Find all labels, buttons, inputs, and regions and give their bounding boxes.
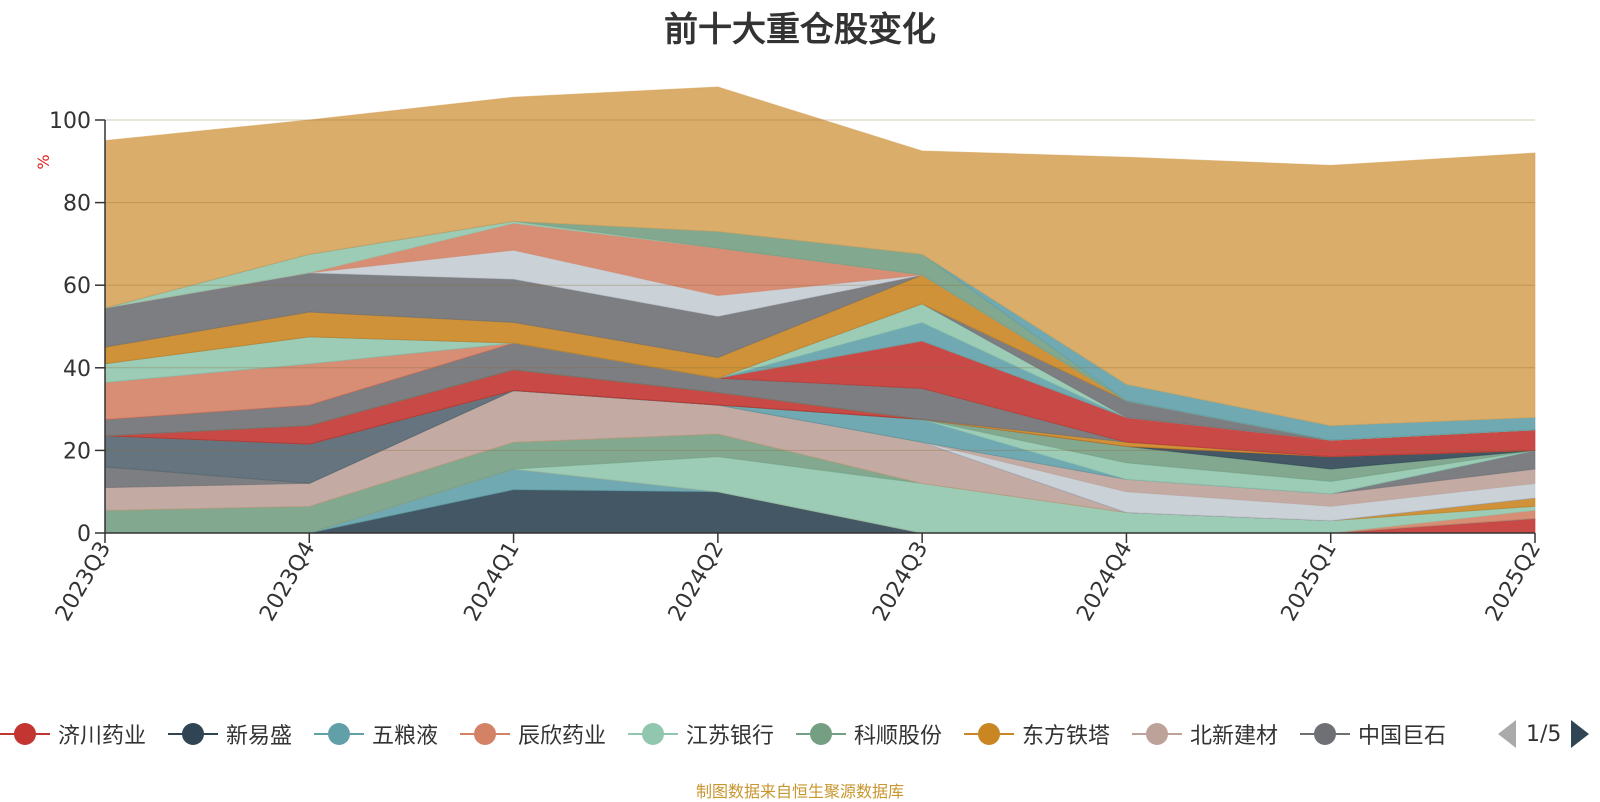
chart-title: 前十大重仓股变化 [664, 10, 936, 50]
legend-item-6[interactable]: 东方铁塔 [964, 714, 1110, 754]
legend-marker-icon [314, 723, 364, 745]
legend-marker-icon [168, 723, 218, 745]
legend-label: 科顺股份 [854, 724, 943, 749]
y-tick-label-2: 40 [63, 357, 91, 382]
y-tick-label-0: 0 [77, 522, 91, 547]
legend-item-0[interactable]: 济川药业 [0, 714, 146, 754]
x-tick-label-0: 2023Q3 [51, 538, 116, 626]
legend-label: 五粮液 [372, 724, 439, 749]
x-tick-label-6: 2025Q1 [1277, 538, 1342, 626]
legend-label: 辰欣药业 [518, 724, 607, 749]
legend-item-4[interactable]: 江苏银行 [628, 714, 774, 754]
legend-item-5[interactable]: 科顺股份 [796, 714, 942, 754]
x-tick-label-3: 2024Q2 [664, 538, 729, 626]
legend-label: 中国巨石 [1358, 724, 1447, 749]
stacked-area-chart: 0 20 40 60 80 100% 2023Q3 2023Q4 2024Q1 2024Q2 202… [34, 86, 1546, 626]
legend-item-8[interactable]: 中国巨石 [1300, 714, 1446, 754]
legend-next-arrow-icon[interactable] [1571, 720, 1590, 748]
legend-marker-icon [0, 723, 50, 745]
y-tick-label-3: 60 [63, 274, 91, 299]
legend-label: 北新建材 [1190, 724, 1279, 749]
legend-prev-arrow-icon[interactable] [1498, 720, 1516, 748]
legend-marker-icon [964, 723, 1014, 745]
y-tick-label-4: 80 [63, 192, 91, 217]
x-tick-label-1: 2023Q4 [255, 538, 320, 626]
legend-label: 济川药业 [58, 724, 147, 749]
legend-item-3[interactable]: 辰欣药业 [460, 714, 606, 754]
x-tick-label-4: 2024Q3 [868, 538, 933, 626]
legend-label: 东方铁塔 [1022, 724, 1111, 749]
legend-marker-icon [628, 723, 678, 745]
y-tick-label-1: 20 [63, 439, 91, 464]
area-series-32 [104, 86, 1536, 427]
legend-label: 江苏银行 [686, 724, 775, 749]
legend-marker-icon [460, 723, 510, 745]
x-tick-label-2: 2024Q1 [459, 538, 524, 626]
legend-page-indicator: 1/5 [1526, 721, 1562, 747]
y-tick-label-5: 100 [49, 109, 91, 134]
x-tick-label-5: 2024Q4 [1072, 538, 1137, 626]
legend-marker-icon [796, 723, 846, 745]
legend-item-2[interactable]: 五粮液 [314, 714, 438, 754]
legend-item-1[interactable]: 新易盛 [168, 714, 292, 754]
legend: 济川药业 新易盛 五粮液 辰欣药业 江苏银行 科顺股份 东方铁塔 北新建材 中国巨石 [0, 714, 1480, 754]
legend-label: 新易盛 [226, 724, 293, 749]
legend-marker-icon [1132, 723, 1182, 745]
x-tick-label-7: 2025Q2 [1481, 538, 1546, 626]
y-axis-label: % [34, 154, 53, 169]
legend-marker-icon [1300, 723, 1350, 745]
legend-pager: 1/5 [1498, 718, 1590, 750]
source-note: 制图数据来自恒生聚源数据库 [695, 782, 904, 801]
legend-item-7[interactable]: 北新建材 [1132, 714, 1278, 754]
